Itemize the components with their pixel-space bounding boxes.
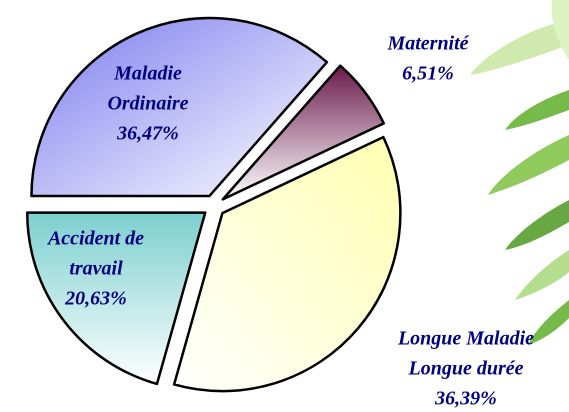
slice <box>30 16 329 198</box>
value-label: 6,51% <box>402 63 454 85</box>
slice-label: Maternité <box>386 33 469 55</box>
bamboo-background <box>470 0 569 345</box>
slice <box>221 64 385 201</box>
slice-label: Ordinaire <box>107 93 188 115</box>
slice-label: Longue durée <box>408 358 524 380</box>
slice-label: Longue Maladie <box>397 328 534 350</box>
value-label: 36,39% <box>434 388 497 410</box>
slice <box>25 211 207 386</box>
slice-label: Accident de <box>46 228 144 250</box>
slice <box>172 135 402 393</box>
slice-label: Maladie <box>113 63 182 85</box>
value-label: 36,47% <box>116 123 179 145</box>
value-label: 20,63% <box>64 288 127 310</box>
labels: Maladie Ordinaire 36,47% Maternité 6,51% Long… <box>46 33 534 410</box>
pie <box>25 16 402 393</box>
slice-label: travail <box>69 258 123 280</box>
